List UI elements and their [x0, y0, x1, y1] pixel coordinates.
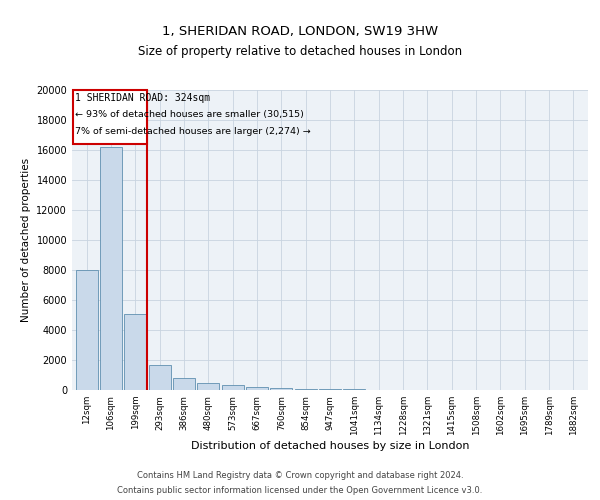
Y-axis label: Number of detached properties: Number of detached properties [21, 158, 31, 322]
Bar [73, 90, 148, 144]
Bar [124, 314, 146, 390]
Bar [295, 388, 317, 390]
Bar [76, 270, 98, 390]
Bar [319, 389, 341, 390]
Text: 1 SHERIDAN ROAD: 324sqm: 1 SHERIDAN ROAD: 324sqm [75, 93, 210, 103]
Bar [149, 364, 170, 390]
Bar [221, 385, 244, 390]
Text: 7% of semi-detached houses are larger (2,274) →: 7% of semi-detached houses are larger (2… [75, 128, 311, 136]
Text: Contains HM Land Registry data © Crown copyright and database right 2024.: Contains HM Land Registry data © Crown c… [137, 471, 463, 480]
Bar [197, 383, 219, 390]
Text: Size of property relative to detached houses in London: Size of property relative to detached ho… [138, 45, 462, 58]
Text: ← 93% of detached houses are smaller (30,515): ← 93% of detached houses are smaller (30… [75, 110, 304, 118]
Text: 1, SHERIDAN ROAD, LONDON, SW19 3HW: 1, SHERIDAN ROAD, LONDON, SW19 3HW [162, 25, 438, 38]
Text: Contains public sector information licensed under the Open Government Licence v3: Contains public sector information licen… [118, 486, 482, 495]
Bar [100, 147, 122, 390]
Bar [271, 388, 292, 390]
X-axis label: Distribution of detached houses by size in London: Distribution of detached houses by size … [191, 441, 469, 451]
Bar [173, 378, 195, 390]
Bar [246, 387, 268, 390]
